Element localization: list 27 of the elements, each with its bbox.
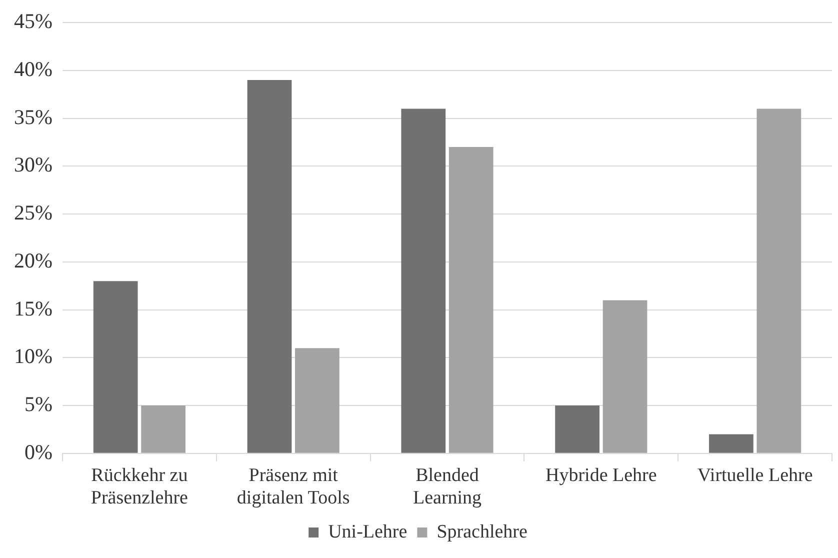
x-tick-label: Virtuelle Lehre [697, 464, 813, 486]
x-tick-label: Hybride Lehre [545, 464, 657, 486]
y-tick-label: 0% [24, 440, 52, 464]
bar [247, 80, 292, 453]
x-tick-label: Präsenz mit digitalen Tools [236, 464, 350, 509]
y-tick-label: 40% [14, 56, 52, 81]
bar [295, 348, 340, 453]
y-tick-label: 30% [14, 152, 52, 177]
bar [141, 406, 186, 453]
legend-label: Sprachlehre [436, 521, 528, 542]
bar [602, 300, 648, 453]
bar [709, 434, 754, 453]
x-tick-label: Blended Learning [412, 464, 482, 509]
y-tick-label: 35% [14, 104, 52, 129]
bar [555, 406, 600, 453]
y-tick-label: 20% [14, 248, 52, 272]
y-tick-label: 15% [14, 296, 52, 320]
y-tick-label: 25% [14, 200, 52, 225]
bar [448, 147, 494, 453]
bar [93, 281, 138, 453]
x-tick-label: Rückkehr zu Präsenzlehre [90, 464, 188, 509]
y-tick-label: 5% [24, 392, 52, 416]
bar [756, 108, 802, 453]
bar [401, 108, 446, 453]
y-tick-label: 10% [14, 344, 52, 368]
legend-label: Uni-Lehre [328, 521, 408, 542]
y-tick-label: 45% [14, 9, 52, 34]
